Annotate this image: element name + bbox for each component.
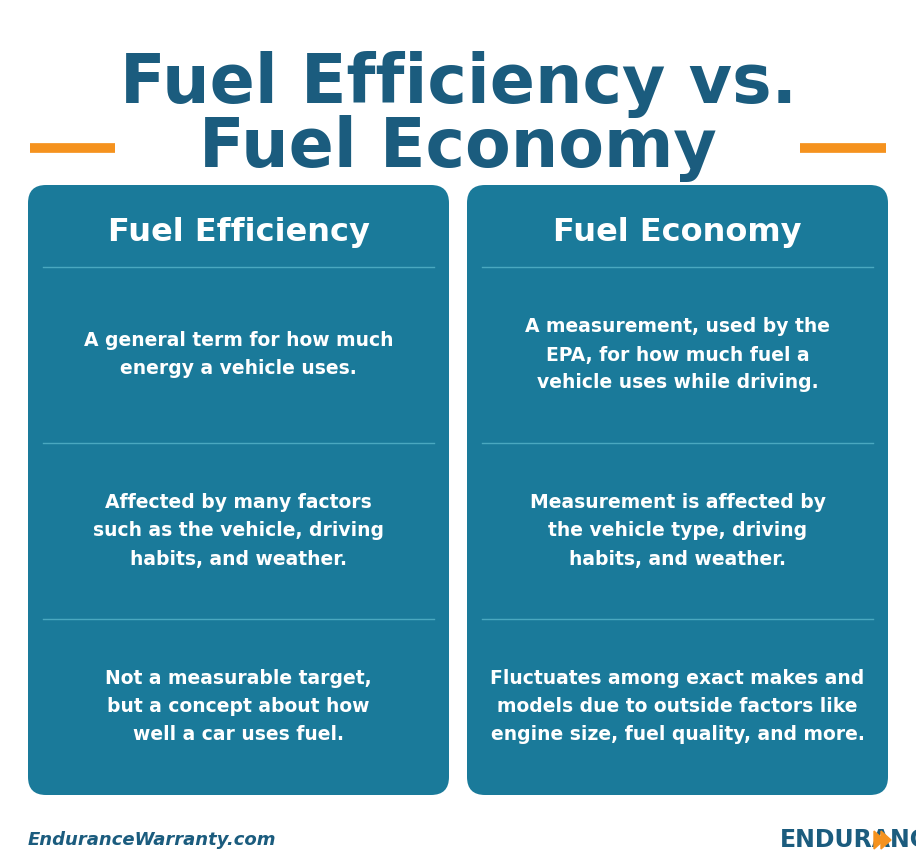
- Text: Fuel Efficiency: Fuel Efficiency: [107, 217, 369, 248]
- Text: A general term for how much
energy a vehicle uses.: A general term for how much energy a veh…: [83, 331, 393, 379]
- Text: Fuel Efficiency vs.: Fuel Efficiency vs.: [120, 52, 796, 119]
- FancyBboxPatch shape: [28, 185, 449, 795]
- Text: Measurement is affected by
the vehicle type, driving
habits, and weather.: Measurement is affected by the vehicle t…: [529, 494, 825, 568]
- Polygon shape: [881, 831, 891, 849]
- Text: Fuel Economy: Fuel Economy: [553, 217, 802, 248]
- FancyBboxPatch shape: [467, 185, 888, 795]
- Text: Fluctuates among exact makes and
models due to outside factors like
engine size,: Fluctuates among exact makes and models …: [490, 670, 865, 745]
- Text: Not a measurable target,
but a concept about how
well a car uses fuel.: Not a measurable target, but a concept a…: [105, 670, 372, 745]
- Text: Affected by many factors
such as the vehicle, driving
habits, and weather.: Affected by many factors such as the veh…: [93, 494, 384, 568]
- Text: EnduranceWarranty.com: EnduranceWarranty.com: [28, 831, 277, 849]
- Polygon shape: [874, 831, 884, 849]
- Text: A measurement, used by the
EPA, for how much fuel a
vehicle uses while driving.: A measurement, used by the EPA, for how …: [525, 317, 830, 393]
- Text: ENDURANCE: ENDURANCE: [780, 828, 916, 852]
- Text: Fuel Economy: Fuel Economy: [199, 114, 717, 182]
